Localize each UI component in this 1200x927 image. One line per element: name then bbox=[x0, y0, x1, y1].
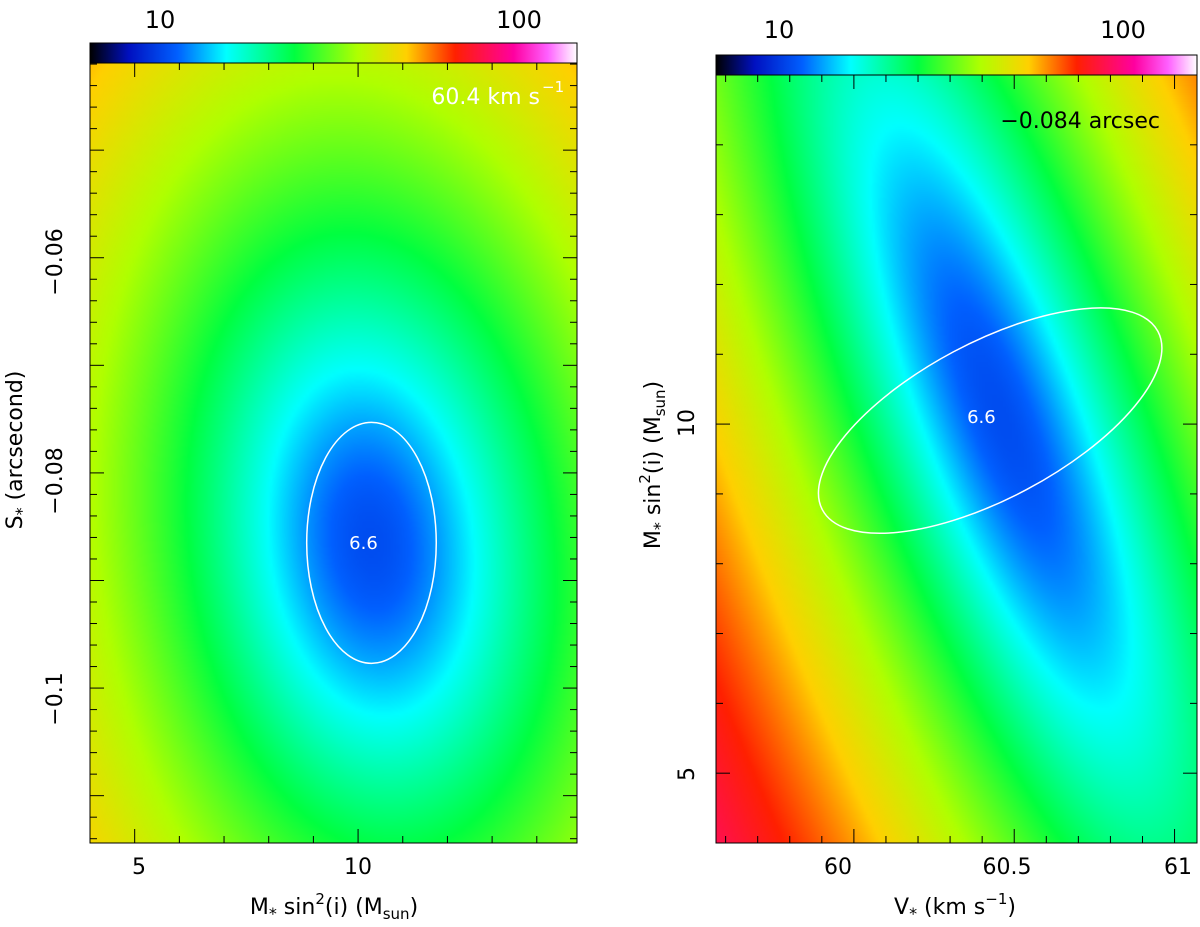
left-y-axis-label: S* (arcsecond) bbox=[3, 371, 31, 530]
right-plot-frame bbox=[715, 74, 1198, 844]
left-x-tick-label: 10 bbox=[344, 855, 372, 880]
left-plot-frame bbox=[89, 62, 578, 844]
left-confidence-contour bbox=[305, 421, 438, 665]
left-x-tick-label: 5 bbox=[132, 855, 146, 880]
right-y-tick-label: 10 bbox=[675, 409, 700, 437]
left-panel: 10 100 6.6 60.4 km s −1 5 10 −0.06 −0.08… bbox=[3, 6, 578, 923]
left-colorbar-tick-label: 10 bbox=[145, 6, 176, 34]
right-y-axis-label: M* sin2(i) (Msun) bbox=[636, 381, 669, 549]
left-minimum-label: 6.6 bbox=[349, 533, 378, 554]
right-x-tick-label: 60 bbox=[824, 855, 852, 880]
left-heatmap bbox=[90, 63, 577, 843]
right-confidence-contour bbox=[817, 307, 1163, 535]
right-x-axis-label: V* (km s−1) bbox=[894, 890, 1016, 923]
right-annotation: −0.084 arcsec bbox=[1000, 109, 1160, 134]
left-y-tick-label: −0.06 bbox=[43, 228, 68, 295]
left-y-tick-label: −0.1 bbox=[43, 672, 68, 725]
right-minimum-label: 6.6 bbox=[967, 407, 996, 428]
left-colorbar-tick-label: 100 bbox=[496, 6, 542, 34]
left-y-tick-label: −0.08 bbox=[43, 447, 68, 514]
left-colorbar bbox=[89, 42, 578, 64]
right-colorbar-tick-label: 10 bbox=[764, 16, 795, 44]
right-y-tick-label: 5 bbox=[675, 767, 700, 781]
right-x-tick-label: 61 bbox=[1164, 855, 1192, 880]
left-annotation: 60.4 km s bbox=[431, 85, 540, 110]
right-colorbar bbox=[715, 54, 1198, 76]
right-axis-ticks bbox=[716, 74, 1197, 843]
right-x-tick-label: 60.5 bbox=[983, 855, 1032, 880]
right-heatmap bbox=[716, 75, 1197, 843]
left-axis-ticks bbox=[90, 63, 577, 843]
left-annotation-sup: −1 bbox=[542, 78, 564, 96]
left-x-axis-label: M* sin2(i) (Msun) bbox=[250, 890, 418, 923]
right-panel: 10 100 6.6 −0.084 arcsec 60 60.5 61 5 10… bbox=[636, 16, 1198, 923]
right-colorbar-tick-label: 100 bbox=[1100, 16, 1146, 44]
